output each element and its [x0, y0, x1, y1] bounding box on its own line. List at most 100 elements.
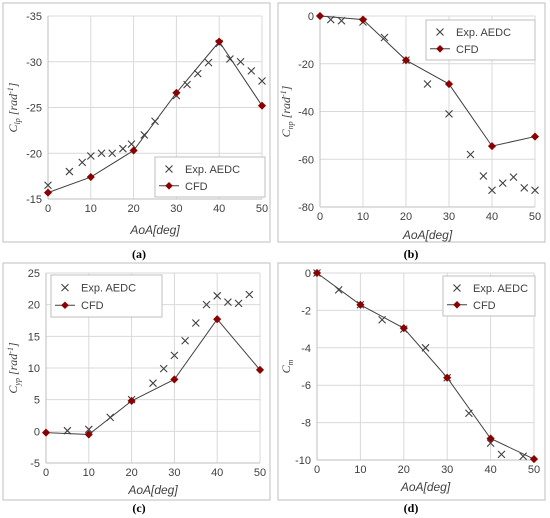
data-point-cfd — [399, 324, 408, 333]
series-line-cfd — [319, 15, 536, 147]
y-tick-label: -40 — [298, 107, 314, 119]
legend-marker-cfd — [453, 301, 461, 309]
x-tick-label: 40 — [211, 467, 223, 479]
data-point-exp — [497, 450, 506, 459]
data-point-cfd — [487, 141, 497, 151]
x-tick-label: 50 — [254, 467, 266, 479]
y-axis-label: Cm — [279, 359, 295, 373]
y-tick-label: -30 — [26, 57, 42, 69]
y-tick-label: 0 — [308, 11, 314, 23]
data-point-cfd — [257, 101, 267, 110]
y-tick-label: 15 — [28, 331, 40, 343]
data-point-cfd — [356, 300, 365, 309]
data-point-cfd — [315, 11, 325, 21]
legend-label-cfd: CFD — [456, 44, 479, 56]
data-point-cfd — [129, 146, 138, 155]
data-point-exp — [84, 425, 93, 434]
x-tick-label: 40 — [484, 464, 496, 476]
data-point-cfd — [312, 268, 322, 278]
x-tick-label: 20 — [127, 203, 139, 215]
x-axis-label: AoA[deg] — [129, 223, 180, 237]
panel-label: (a) — [132, 247, 146, 261]
x-axis-label: AoA[deg] — [402, 228, 453, 242]
y-tick-label: 5 — [34, 395, 40, 407]
panel-label: (b) — [404, 247, 419, 261]
legend-label-cfd: CFD — [473, 300, 496, 312]
legend-label-cfd: CFD — [81, 300, 104, 312]
chart-panel-1: -15 -20 -25 -30 -35 0 10 20 30 40 50 AoA[deg] Clp [r… — [2, 2, 271, 243]
y-tick-label: 25 — [28, 268, 40, 280]
x-tick-label: 10 — [357, 211, 369, 223]
data-point-cfd — [127, 396, 136, 406]
data-point-exp — [380, 33, 389, 42]
data-point-exp — [498, 179, 507, 188]
x-tick-label: 10 — [354, 464, 366, 476]
series-line-cfd — [45, 318, 261, 436]
data-point-exp — [204, 58, 213, 67]
data-point-exp — [191, 319, 200, 327]
data-point-exp — [108, 149, 117, 158]
y-tick-label: -5 — [30, 458, 40, 470]
data-point-exp — [97, 149, 106, 158]
x-tick-label: 0 — [45, 203, 51, 215]
data-point-cfd — [486, 434, 495, 443]
y-axis-label: Cyp [rad-1] — [6, 342, 22, 394]
data-point-exp — [258, 77, 266, 85]
x-tick-label: 30 — [441, 464, 453, 476]
data-point-cfd — [170, 375, 179, 384]
data-point-cfd — [172, 88, 181, 98]
data-point-cfd — [255, 365, 265, 375]
y-tick-label: -10 — [295, 455, 311, 467]
legend-label-cfd: CFD — [185, 181, 208, 193]
data-point-exp — [119, 144, 127, 153]
y-tick-label: 0 — [305, 268, 311, 280]
x-tick-label: 20 — [398, 464, 410, 476]
series-line-cfd — [316, 272, 535, 460]
y-tick-label: -4 — [301, 343, 311, 355]
data-point-exp — [236, 57, 245, 66]
x-tick-label: 50 — [529, 211, 541, 223]
data-point-exp — [466, 150, 475, 159]
data-point-exp — [531, 186, 539, 195]
x-tick-label: 0 — [317, 211, 323, 223]
y-tick-label: -2 — [301, 305, 311, 317]
y-tick-label: -20 — [26, 148, 42, 160]
data-point-exp — [86, 152, 95, 160]
legend-marker-exp — [165, 165, 173, 173]
data-point-exp — [127, 140, 136, 148]
data-point-cfd — [86, 172, 95, 182]
legend-box — [425, 19, 536, 61]
legend-box — [50, 274, 163, 318]
y-tick-label: 10 — [28, 363, 40, 375]
x-tick-label: 0 — [43, 467, 49, 479]
data-point-cfd — [530, 132, 540, 141]
data-point-cfd — [443, 373, 452, 382]
data-point-exp — [159, 364, 168, 373]
y-tick-label: 20 — [28, 300, 40, 312]
panel-label: (d) — [404, 501, 419, 515]
data-point-exp — [149, 379, 157, 388]
y-tick-label: -15 — [26, 194, 42, 206]
x-tick-label: 40 — [213, 203, 225, 215]
data-point-exp — [486, 439, 495, 448]
data-point-exp — [78, 158, 87, 167]
data-point-cfd — [43, 188, 53, 197]
x-tick-label: 50 — [256, 203, 268, 215]
y-tick-label: -80 — [298, 202, 314, 214]
legend-box — [154, 156, 266, 198]
panel-label: (c) — [132, 501, 145, 515]
data-point-exp — [234, 299, 243, 308]
data-point-exp — [479, 172, 488, 180]
legend-label-exp: Exp. AEDC — [456, 27, 511, 39]
data-point-cfd — [444, 79, 454, 89]
data-point-exp — [247, 67, 256, 75]
data-point-exp — [509, 173, 518, 182]
data-point-exp — [519, 452, 528, 461]
legend-marker-cfd — [436, 45, 444, 53]
x-axis-label: AoA[deg] — [400, 480, 451, 494]
data-point-exp — [445, 109, 453, 118]
data-point-cfd — [529, 454, 539, 464]
